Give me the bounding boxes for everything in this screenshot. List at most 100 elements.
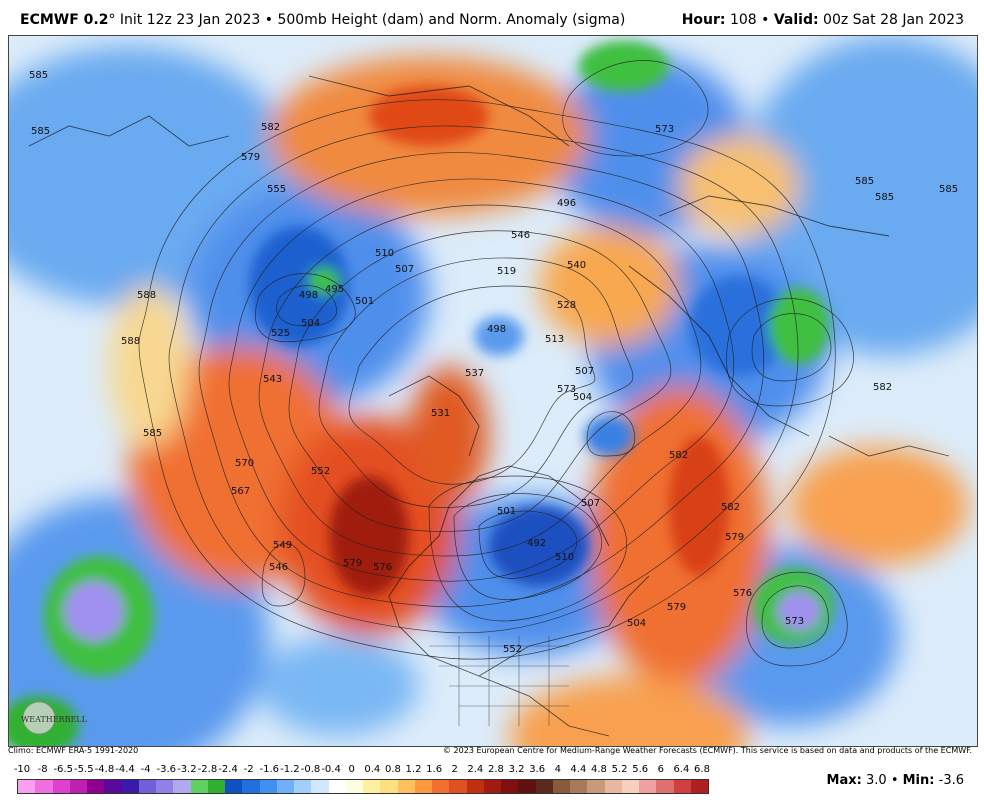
contour-label: 519 [497,266,516,277]
contour-label: 525 [271,328,290,339]
contour-label: 528 [557,300,576,311]
scale-swatch [276,780,294,793]
contour-label: 576 [733,588,752,599]
contour-label: 510 [375,248,394,259]
contour-label: 552 [311,466,330,477]
scale-label: 4 [554,764,561,775]
init-time: Init 12z 23 Jan 2023 [119,12,261,28]
contour-label: 543 [263,374,282,385]
contour-label: 579 [667,602,686,613]
scale-label: 3.6 [529,764,546,775]
contour-label: 582 [721,502,740,513]
contour-label: 582 [261,122,280,133]
contour-label: 546 [511,230,530,241]
contour-label: 504 [301,318,320,329]
map-panel: 585 585 588 588 585 582 579 555 510 507 … [8,35,978,747]
scale-swatch [294,780,312,793]
scale-swatch [156,780,174,793]
scale-swatch [18,780,36,793]
scale-label: 0.4 [364,764,381,775]
contour-label: 540 [567,260,586,271]
model-name: ECMWF 0.2 [20,12,109,28]
scale-swatch [225,780,243,793]
climo-credit: Climo: ECMWF ERA-5 1991-2020 [8,746,139,755]
scale-swatch [173,780,191,793]
model-degree: ° [108,12,116,28]
scale-label: 4.8 [591,764,607,775]
contour-label: 492 [527,538,546,549]
scale-label: -8 [37,764,48,775]
scale-swatch [138,780,156,793]
contour-label: 585 [875,192,894,203]
scale-swatch [69,780,87,793]
scale-label: 1.2 [405,764,422,775]
scale-swatch [311,780,329,793]
product-name: 500mb Height (dam) and Norm. Anomaly (si… [277,12,626,28]
contour-label: 588 [137,290,156,301]
scale-label: 6.8 [694,764,710,775]
max-min-stats: Max: 3.0 • Min: -3.6 [827,773,964,788]
contour-label: 573 [557,384,576,395]
contour-label: 588 [121,336,140,347]
contour-label: 579 [343,558,362,569]
scale-swatch [483,780,501,793]
scale-label: 6.4 [673,764,690,775]
scale-swatch [552,780,570,793]
contour-label: 579 [725,532,744,543]
scale-label: 2.4 [467,764,484,775]
scale-swatch [673,780,691,793]
valid-info: Hour: 108 • Valid: 00z Sat 28 Jan 2023 [682,12,964,28]
weatherbell-logo: WEATHERBELL [21,701,88,735]
scale-label: 1.6 [426,764,443,775]
logo-text: WEATHERBELL [21,715,88,724]
scale-swatch [190,780,208,793]
scale-label: 2 [451,764,458,775]
valid-separator: • [761,12,770,28]
contour-label: 546 [269,562,288,573]
contour-label: 552 [503,644,522,655]
contour-labels: 585 585 588 588 585 582 579 555 510 507 … [29,70,958,655]
scale-label: -3.2 [177,764,197,775]
contour-label: 537 [465,368,484,379]
scale-label: -2.8 [197,764,218,775]
scale-label: 3.2 [508,764,525,775]
scale-label: 6 [657,764,664,775]
scale-swatch [621,780,639,793]
scale-label: -0.8 [300,764,321,775]
header: ECMWF 0.2° Init 12z 23 Jan 2023 • 500mb … [0,0,984,34]
contour-label: 570 [235,458,254,469]
scale-swatch [518,780,536,793]
contour-label: 501 [355,296,374,307]
contour-label: 504 [573,392,592,403]
contour-label: 579 [241,152,260,163]
color-scale: -10 -8 -6.5 -5.5 -4.8 -4.4 -4 -3.6 -3.2 -2.8 -2.4-… [12,764,712,794]
stats-separator: • [890,773,899,788]
scale-swatch [104,780,122,793]
contour-label: 585 [855,176,874,187]
contour-label: 585 [29,70,48,81]
scale-swatch [449,780,467,793]
scale-swatch [380,780,398,793]
scale-swatch [501,780,519,793]
scale-swatch [328,780,346,793]
valid-label: Valid: [773,12,819,28]
hour-value: 108 [729,12,757,28]
scale-swatch [52,780,70,793]
scale-label: -5.5 [74,764,94,775]
contour-label: 531 [431,408,450,419]
contour-label: 498 [487,324,506,335]
contour-label: 496 [557,198,576,209]
scale-swatch [35,780,53,793]
contour-label: 576 [373,562,392,573]
scale-label: 5.6 [632,764,649,775]
anomaly-map: 585 585 588 588 585 582 579 555 510 507 … [9,36,977,746]
scale-swatch [604,780,622,793]
min-value: -3.6 [938,773,964,788]
contour-label: 567 [231,486,250,497]
scale-swatch [535,780,553,793]
scale-label: -1.2 [280,764,300,775]
contour-label: 507 [575,366,594,377]
scale-label: 0 [348,764,355,775]
scale-swatch [587,780,605,793]
contour-label: 495 [325,284,344,295]
